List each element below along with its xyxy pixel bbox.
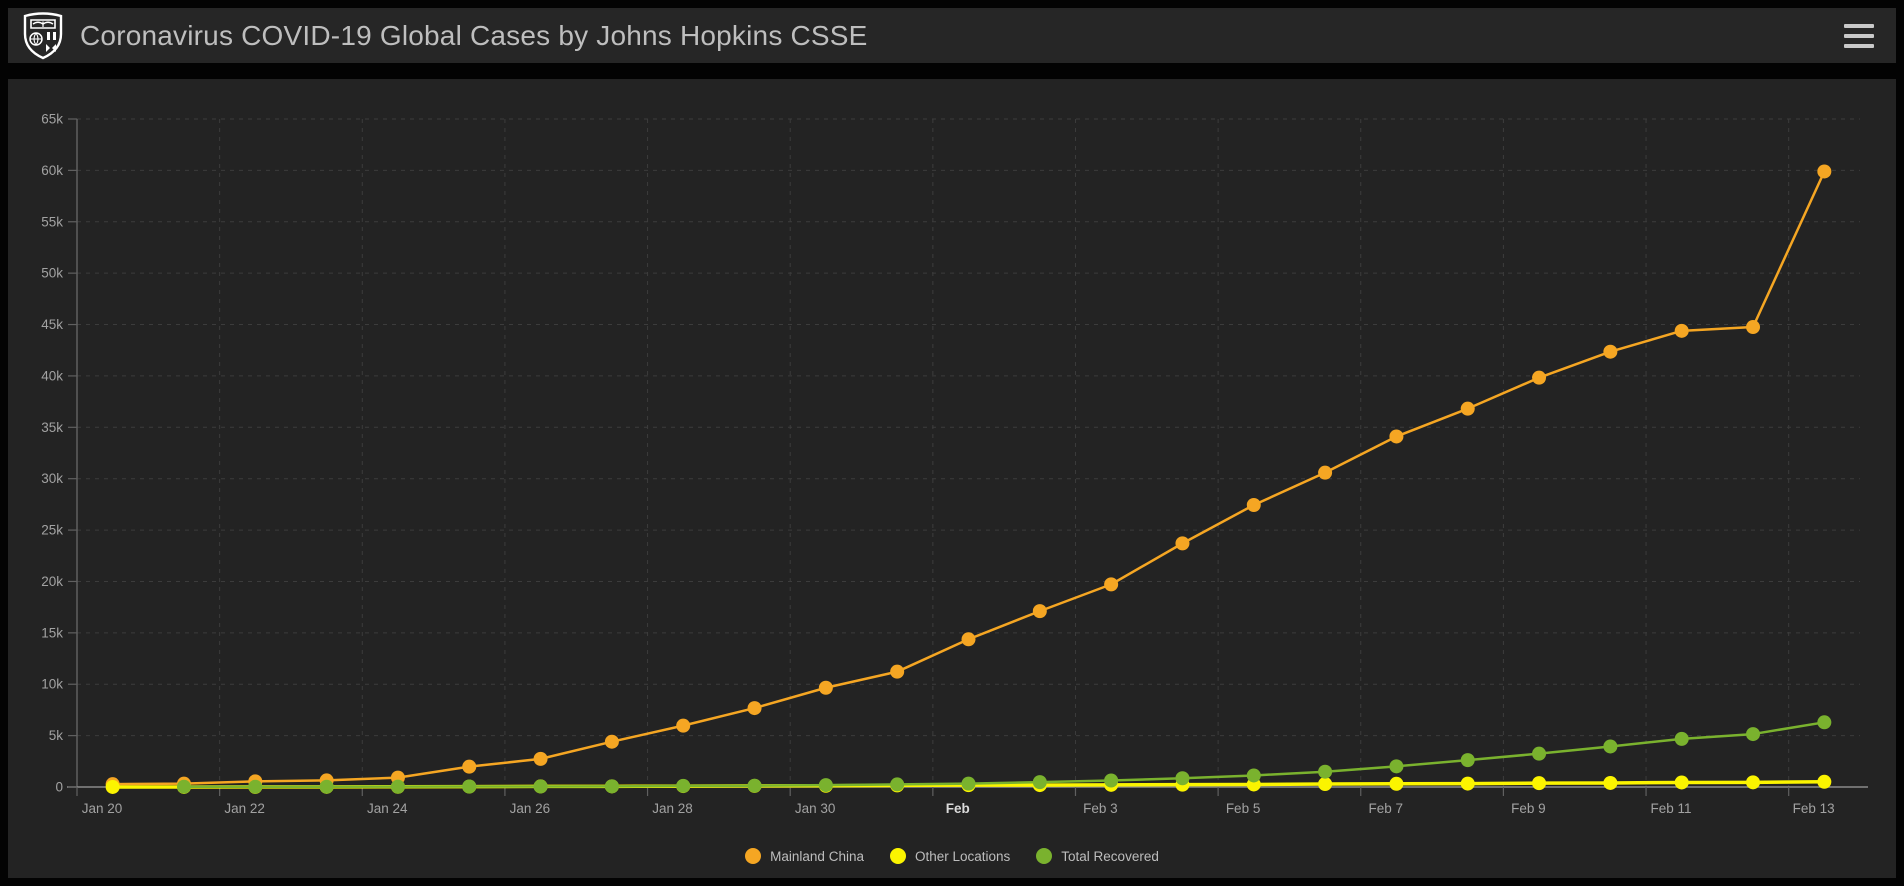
data-point[interactable]	[1318, 776, 1333, 791]
y-axis-label: 40k	[41, 368, 63, 383]
data-point[interactable]	[1175, 771, 1190, 786]
legend-item-total-recovered[interactable]: Total Recovered	[1036, 848, 1159, 864]
data-point[interactable]	[1674, 775, 1689, 790]
y-axis-label: 65k	[41, 112, 63, 127]
data-point[interactable]	[390, 779, 405, 794]
data-point[interactable]	[1674, 731, 1689, 746]
data-point[interactable]	[604, 779, 619, 794]
data-point[interactable]	[462, 779, 477, 794]
data-point[interactable]	[1460, 401, 1475, 416]
data-point[interactable]	[1817, 774, 1832, 789]
data-point[interactable]	[676, 778, 691, 793]
data-point[interactable]	[1817, 164, 1832, 179]
data-point[interactable]	[890, 777, 905, 792]
data-point[interactable]	[533, 751, 548, 766]
other-locations-dot-icon	[889, 848, 906, 864]
johns-hopkins-shield-icon	[23, 11, 63, 59]
data-point[interactable]	[1389, 429, 1404, 444]
data-point[interactable]	[1532, 370, 1547, 385]
x-axis-label: Jan 24	[367, 801, 408, 816]
data-point[interactable]	[533, 779, 548, 794]
chart-panel: 0 5k 10k 15k 20k 25k 30k 35k 40k 45k 50k 55k 60k 65k J…	[8, 79, 1896, 878]
data-point[interactable]	[1032, 775, 1047, 790]
y-axis-label: 50k	[41, 266, 63, 281]
y-axis-label: 55k	[41, 214, 63, 229]
data-point[interactable]	[1104, 577, 1119, 592]
y-axis-label: 35k	[41, 420, 63, 435]
legend-label: Total Recovered	[1061, 848, 1159, 864]
x-axis-label: Jan 26	[510, 801, 551, 816]
legend-label: Other Locations	[914, 848, 1011, 864]
cases-timeline-chart: 0 5k 10k 15k 20k 25k 30k 35k 40k 45k 50k 55k 60k 65k J…	[41, 112, 1868, 816]
data-point[interactable]	[1674, 323, 1689, 338]
data-point[interactable]	[319, 779, 334, 794]
page-title: Coronavirus COVID-19 Global Cases by Joh…	[80, 19, 868, 51]
data-point[interactable]	[676, 718, 691, 733]
y-axis-label: 10k	[41, 677, 63, 692]
data-point[interactable]	[1746, 727, 1761, 742]
y-axis-label: 60k	[41, 163, 63, 178]
data-point[interactable]	[462, 759, 477, 774]
hamburger-menu-icon[interactable]	[1844, 22, 1874, 50]
x-axis-label: Jan 22	[224, 801, 265, 816]
data-point[interactable]	[1746, 320, 1761, 335]
y-axis-label: 25k	[41, 523, 63, 538]
x-axis-label: Jan 20	[82, 801, 123, 816]
data-point[interactable]	[176, 779, 191, 794]
x-axis-label: Feb 3	[1083, 801, 1118, 816]
total-recovered-dot-icon	[1036, 848, 1053, 864]
data-point[interactable]	[818, 680, 833, 695]
x-axis-label: Feb 13	[1793, 801, 1835, 816]
mainland-china-dot-icon	[745, 848, 762, 864]
data-point[interactable]	[818, 778, 833, 793]
legend-item-other-locations[interactable]: Other Locations	[889, 848, 1011, 864]
data-point[interactable]	[1104, 773, 1119, 788]
y-axis-label: 15k	[41, 625, 63, 640]
data-point[interactable]	[1460, 753, 1475, 768]
x-axis-label: Feb 7	[1368, 801, 1403, 816]
data-point[interactable]	[604, 734, 619, 749]
legend-label: Mainland China	[770, 848, 864, 864]
data-point[interactable]	[1603, 344, 1618, 359]
data-point[interactable]	[1389, 776, 1404, 791]
data-point[interactable]	[1603, 775, 1618, 790]
data-point[interactable]	[248, 779, 263, 794]
y-axis-label: 0	[55, 780, 63, 795]
data-point[interactable]	[961, 632, 976, 647]
data-point[interactable]	[105, 779, 120, 794]
legend-item-mainland-china[interactable]: Mainland China	[745, 848, 864, 864]
series-line-total-recovered	[183, 721, 1825, 788]
x-axis-label: Feb 5	[1226, 801, 1261, 816]
chart-legend: Mainland China Other Locations Total Rec…	[8, 848, 1896, 864]
data-point[interactable]	[1318, 465, 1333, 480]
y-axis-label: 30k	[41, 471, 63, 486]
data-point[interactable]	[1032, 604, 1047, 619]
series-line-mainland-china	[112, 170, 1826, 786]
data-point[interactable]	[1246, 498, 1261, 513]
x-axis-label: Feb 11	[1650, 801, 1691, 816]
data-point[interactable]	[1246, 768, 1261, 783]
data-point[interactable]	[961, 776, 976, 791]
data-point[interactable]	[1532, 776, 1547, 791]
data-point[interactable]	[1532, 746, 1547, 761]
x-axis-label: Feb 9	[1511, 801, 1546, 816]
app-header: Coronavirus COVID-19 Global Cases by Joh…	[8, 8, 1896, 63]
x-axis-label: Jan 28	[652, 801, 693, 816]
x-axis-label: Jan 30	[795, 801, 836, 816]
data-point[interactable]	[1746, 775, 1761, 790]
data-point[interactable]	[747, 701, 762, 716]
y-axis-label: 5k	[49, 728, 64, 743]
data-point[interactable]	[1389, 759, 1404, 774]
y-axis-label: 20k	[41, 574, 63, 589]
data-point[interactable]	[890, 664, 905, 679]
data-point[interactable]	[1318, 764, 1333, 779]
data-point[interactable]	[1175, 536, 1190, 551]
x-axis-label: Feb	[946, 801, 970, 816]
data-point[interactable]	[1603, 739, 1618, 754]
data-point[interactable]	[1460, 776, 1475, 791]
y-axis-label: 45k	[41, 317, 63, 332]
data-point[interactable]	[1817, 715, 1832, 730]
data-point[interactable]	[747, 778, 762, 793]
